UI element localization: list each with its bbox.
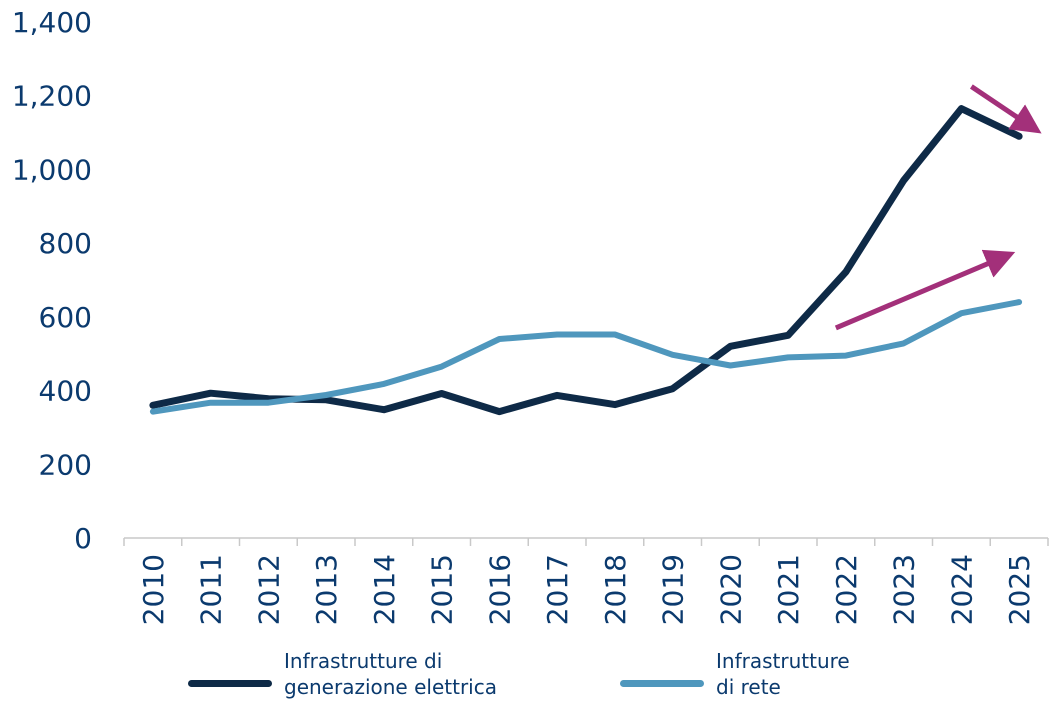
annotation-layer xyxy=(834,84,1042,331)
series-line-rete xyxy=(149,299,1023,415)
x-axis: 2010 2011 2012 2013 2014 2015 2016 2017 2018 2019… xyxy=(123,537,1049,625)
y-tick-label: 600 xyxy=(39,301,92,334)
x-tick-label: 2025 xyxy=(1003,554,1036,625)
y-tick-label: 1,000 xyxy=(12,153,92,186)
y-tick-label: 1,200 xyxy=(12,80,92,113)
x-tick-label: 2023 xyxy=(888,554,921,625)
y-tick-label: 0 xyxy=(74,522,92,555)
y-tick-label: 800 xyxy=(39,227,92,260)
x-tick-label: 2021 xyxy=(772,554,805,625)
legend-item-generazione: Infrastrutture di generazione elettrica xyxy=(188,648,497,700)
x-tick-label: 2016 xyxy=(483,554,516,625)
x-tick-label: 2011 xyxy=(195,554,228,625)
legend-label: Infrastrutture di generazione elettrica xyxy=(284,649,497,699)
series-line-generazione xyxy=(149,105,1023,416)
y-tick-label: 400 xyxy=(39,375,92,408)
y-tick-label: 1,400 xyxy=(12,6,92,39)
trend-arrow-down xyxy=(969,84,1042,134)
x-tick-label: 2013 xyxy=(310,554,343,625)
legend-item-rete: Infrastrutture di rete xyxy=(620,648,850,700)
x-tick-label: 2014 xyxy=(368,554,401,625)
x-tick-label: 2010 xyxy=(137,554,170,625)
x-tick-label: 2012 xyxy=(252,554,285,625)
trend-arrow-up xyxy=(834,249,1016,331)
legend-label: Infrastrutture di rete xyxy=(716,649,850,699)
series-layer xyxy=(149,105,1023,416)
x-tick-label: 2015 xyxy=(426,554,459,625)
y-axis: 0 200 400 600 800 1,000 1,200 1,400 xyxy=(12,6,92,555)
x-tick-label: 2020 xyxy=(714,554,747,625)
x-tick-label: 2018 xyxy=(599,554,632,625)
x-tick-label: 2017 xyxy=(541,554,574,625)
y-tick-label: 200 xyxy=(39,448,92,481)
x-tick-label: 2024 xyxy=(945,554,978,625)
x-tick-label: 2019 xyxy=(657,554,690,625)
x-tick-label: 2022 xyxy=(830,554,863,625)
legend-swatch xyxy=(188,680,272,687)
legend-swatch xyxy=(620,680,704,687)
